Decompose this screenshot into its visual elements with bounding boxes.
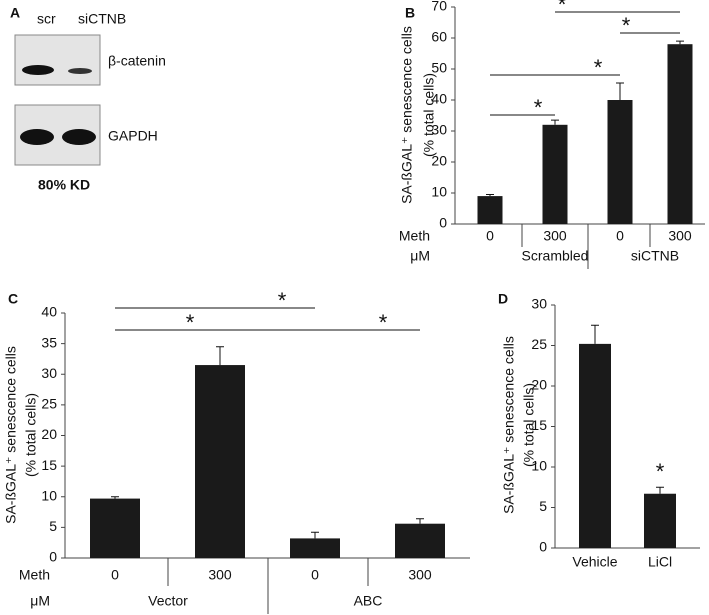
- y-tick-label: 40: [431, 91, 447, 107]
- bar: [607, 100, 633, 224]
- y-tick-label: 10: [41, 487, 57, 503]
- error-bar: [616, 82, 624, 100]
- y-tick-label: 25: [531, 336, 547, 352]
- significance-mark: *: [186, 310, 195, 335]
- band-label: β-catenin: [108, 53, 166, 69]
- x-tick-label: Vehicle: [572, 554, 617, 570]
- bar: [290, 538, 340, 558]
- row-label: μM: [410, 248, 430, 264]
- x-tick-label: LiCl: [648, 554, 672, 570]
- error-bar: [311, 531, 319, 539]
- error-bar: [416, 518, 424, 524]
- y-tick-label: 20: [531, 377, 547, 393]
- bar: [395, 523, 445, 558]
- band-label: GAPDH: [108, 128, 158, 144]
- lane-label: siCTNB: [78, 11, 126, 27]
- row-label: Meth: [399, 228, 430, 244]
- blot-band: [20, 129, 54, 145]
- y-axis-label: SA-ßGAL⁺ senescence cells: [501, 336, 517, 514]
- y-tick-label: 70: [431, 0, 447, 14]
- bar: [644, 493, 676, 548]
- y-tick-label: 5: [539, 498, 547, 514]
- significance-mark: *: [656, 459, 665, 484]
- error-bar: [676, 40, 684, 45]
- group-label: ABC: [354, 593, 383, 609]
- y-tick-label: 5: [49, 518, 57, 534]
- error-bar: [216, 346, 224, 366]
- bar: [477, 196, 503, 224]
- blot-panel: [14, 34, 101, 86]
- bar: [195, 365, 245, 558]
- y-tick-label: 10: [431, 184, 447, 200]
- panel-letter: D: [498, 291, 508, 307]
- y-tick-label: 15: [531, 417, 547, 433]
- panel-letter: B: [405, 5, 415, 21]
- bar: [90, 498, 140, 558]
- x-tick-label: 300: [668, 228, 692, 244]
- y-tick-label: 0: [49, 549, 57, 565]
- significance-mark: *: [278, 288, 287, 313]
- bar: [667, 44, 693, 225]
- x-tick-label: 300: [208, 567, 232, 583]
- error-bar: [551, 119, 559, 125]
- y-tick-label: 30: [41, 365, 57, 381]
- row-label: μM: [30, 593, 50, 609]
- knockdown-note: 80% KD: [38, 177, 90, 193]
- error-bar: [656, 486, 664, 494]
- x-tick-label: 0: [111, 567, 119, 583]
- error-bar: [486, 194, 494, 197]
- y-tick-label: 10: [531, 458, 547, 474]
- y-axis-label: (% total cells): [23, 393, 39, 477]
- y-tick-label: 35: [41, 334, 57, 350]
- x-tick-label: 0: [311, 567, 319, 583]
- row-label: Meth: [19, 567, 50, 583]
- significance-mark: *: [534, 95, 543, 120]
- y-tick-label: 0: [439, 215, 447, 231]
- x-tick-label: 0: [486, 228, 494, 244]
- error-bar: [111, 496, 119, 499]
- group-label: Vector: [148, 593, 188, 609]
- bar: [542, 124, 568, 224]
- y-axis-label: SA-ßGAL⁺ senescence cells: [399, 26, 415, 204]
- y-tick-label: 30: [431, 122, 447, 138]
- y-tick-label: 40: [41, 304, 57, 320]
- y-tick-label: 0: [539, 539, 547, 555]
- group-label: siCTNB: [631, 248, 679, 264]
- blot-band: [68, 68, 92, 74]
- y-tick-label: 15: [41, 457, 57, 473]
- group-label: Scrambled: [522, 248, 589, 264]
- y-axis-label: SA-ßGAL⁺ senescence cells: [3, 346, 19, 524]
- y-tick-label: 30: [531, 296, 547, 312]
- blot-band: [22, 65, 54, 75]
- y-tick-label: 60: [431, 29, 447, 45]
- bar: [579, 343, 611, 548]
- error-bar: [591, 324, 599, 344]
- x-tick-label: 0: [616, 228, 624, 244]
- panel-letter: A: [10, 5, 20, 21]
- x-tick-label: 300: [543, 228, 567, 244]
- significance-mark: *: [379, 310, 388, 335]
- significance-mark: *: [622, 13, 631, 38]
- y-tick-label: 20: [431, 153, 447, 169]
- y-axis-label: (% total cells): [521, 383, 537, 467]
- y-tick-label: 25: [41, 396, 57, 412]
- y-axis-label: (% total cells): [421, 73, 437, 157]
- blot-band: [62, 129, 96, 145]
- y-tick-label: 20: [41, 426, 57, 442]
- x-tick-label: 300: [408, 567, 432, 583]
- y-tick-label: 50: [431, 60, 447, 76]
- significance-mark: *: [594, 55, 603, 80]
- lane-label: scr: [37, 11, 56, 27]
- panel-letter: C: [8, 291, 18, 307]
- significance-mark: *: [558, 0, 567, 17]
